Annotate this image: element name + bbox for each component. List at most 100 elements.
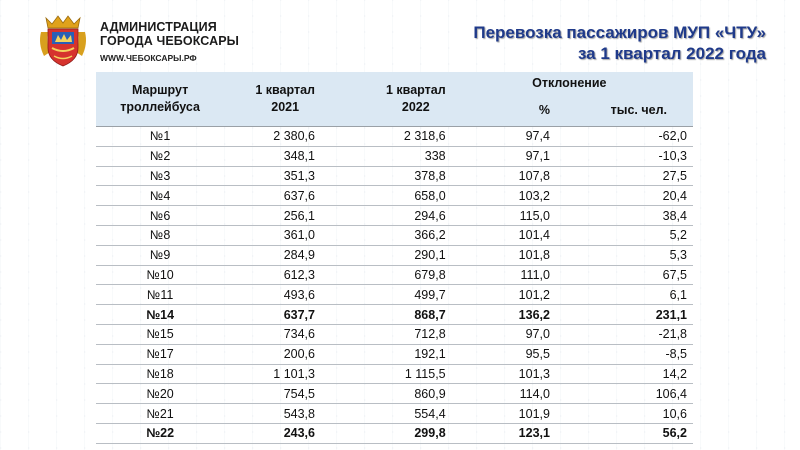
cell-q2022: 294,6: [314, 205, 446, 226]
cell-thousand: 231,1: [549, 304, 693, 325]
cell-percent: 97,4: [445, 126, 550, 147]
cell-percent: 107,8: [445, 166, 550, 187]
page-title-line2: за 1 квартал 2022 года: [577, 44, 766, 63]
cell-q2022: 366,2: [314, 225, 446, 246]
cell-route: №3: [96, 166, 225, 187]
cell-thousand: 5,3: [549, 245, 693, 266]
cell-percent: 123,1: [445, 423, 550, 444]
cell-q2022: 860,9: [314, 383, 446, 405]
column-header-q2022-line1: 1 квартал: [386, 83, 446, 97]
cell-q2022: 712,8: [314, 324, 446, 345]
table-row: №15 734,6 712,8 97,0 -21,8: [96, 324, 693, 345]
cell-route: №14: [96, 304, 225, 325]
column-header-thousand: тыс. чел.: [549, 94, 693, 127]
column-header-q2022: 1 квартал 2022: [314, 72, 446, 127]
cell-route: №4: [96, 185, 225, 207]
cell-thousand: -21,8: [549, 324, 693, 345]
cell-percent: 101,4: [445, 225, 550, 246]
table-row: №21 543,8 554,4 101,9 10,6: [96, 403, 693, 424]
cell-route: №18: [96, 364, 225, 385]
cell-q2022: 658,0: [314, 185, 446, 207]
cell-percent: 101,3: [445, 364, 550, 385]
cell-q2021: 200,6: [224, 344, 315, 365]
cell-route: №10: [96, 265, 225, 286]
table-row: №22 243,6 299,8 123,1 56,2: [96, 423, 693, 444]
cell-q2021: 1 101,3: [224, 364, 315, 385]
table-row: №17 200,6 192,1 95,5 -8,5: [96, 344, 693, 365]
table-row: №6 256,1 294,6 115,0 38,4: [96, 205, 693, 226]
cell-route: №1: [96, 126, 225, 147]
table-row: №10 612,3 679,8 111,0 67,5: [96, 265, 693, 286]
org-name-line2: ГОРОДА ЧЕБОКСАРЫ: [100, 34, 239, 48]
cell-route: №9: [96, 245, 225, 266]
cell-q2022: 2 318,6: [314, 126, 446, 147]
org-name-line1: АДМИНИСТРАЦИЯ: [100, 20, 217, 34]
column-header-route-line1: Маршрут: [131, 83, 189, 97]
table-row: №8 361,0 366,2 101,4 5,2: [96, 225, 693, 246]
cell-q2021: 637,6: [224, 185, 315, 207]
table-header: Маршрут троллейбуса 1 квартал 2021 1 ква…: [96, 72, 693, 127]
page-title: Перевозка пассажиров МУП «ЧТУ» за 1 квар…: [406, 22, 766, 64]
cell-route: №11: [96, 284, 225, 306]
cell-route: №15: [96, 324, 225, 345]
cell-percent: 101,2: [445, 284, 550, 306]
cell-q2021: 612,3: [224, 265, 315, 286]
cell-thousand: -10,3: [549, 146, 693, 167]
cell-route: №17: [96, 344, 225, 365]
cell-q2021: 243,6: [224, 423, 315, 444]
column-header-percent: %: [445, 94, 550, 127]
cell-route: №2: [96, 146, 225, 167]
cell-q2022: 299,8: [314, 423, 446, 444]
cell-thousand: 14,2: [549, 364, 693, 385]
cell-q2021: 493,6: [224, 284, 315, 306]
page-title-line1: Перевозка пассажиров МУП «ЧТУ»: [473, 23, 766, 42]
org-website[interactable]: WWW.ЧЕБОКСАРЫ.РФ: [100, 53, 197, 63]
cell-q2021: 754,5: [224, 383, 315, 405]
cell-route: №8: [96, 225, 225, 246]
cell-percent: 97,1: [445, 146, 550, 167]
column-header-q2021: 1 квартал 2021: [224, 72, 315, 127]
cell-q2021: 348,1: [224, 146, 315, 167]
cell-q2021: 361,0: [224, 225, 315, 246]
cell-q2022: 192,1: [314, 344, 446, 365]
cell-q2021: 256,1: [224, 205, 315, 226]
cell-percent: 95,5: [445, 344, 550, 365]
table-row: №9 284,9 290,1 101,8 5,3: [96, 245, 693, 266]
cell-percent: 101,8: [445, 245, 550, 266]
table-body: №1 2 380,6 2 318,6 97,4 -62,0 №2 348,1 338 97,1-…: [96, 126, 693, 444]
table-row: №11 493,6 499,7 101,2 6,1: [96, 284, 693, 306]
column-header-deviation: Отклонение: [445, 72, 693, 94]
cell-thousand: 67,5: [549, 265, 693, 286]
cell-q2021: 543,8: [224, 403, 315, 424]
table-row: №20 754,5 860,9 114,0 106,4: [96, 383, 693, 405]
cell-percent: 136,2: [445, 304, 550, 325]
table-row: №18 1 101,3 1 115,5 101,3 14,2: [96, 364, 693, 385]
column-header-q2022-line2: 2022: [401, 100, 430, 114]
column-header-route-line2: троллейбуса: [120, 100, 200, 114]
cell-q2022: 338: [314, 146, 446, 167]
cell-q2022: 679,8: [314, 265, 446, 286]
column-header-route: Маршрут троллейбуса: [96, 72, 225, 127]
table-row: №3 351,3 378,8 107,8 27,5: [96, 166, 693, 187]
cell-q2022: 378,8: [314, 166, 446, 187]
cell-thousand: 5,2: [549, 225, 693, 246]
cell-route: №20: [96, 383, 225, 405]
cell-thousand: 6,1: [549, 284, 693, 306]
cell-thousand: -62,0: [549, 126, 693, 147]
table-row: №2 348,1 338 97,1 -10,3: [96, 146, 693, 167]
cell-q2022: 499,7: [314, 284, 446, 306]
cell-q2022: 868,7: [314, 304, 446, 325]
cell-thousand: 10,6: [549, 403, 693, 424]
cell-q2021: 351,3: [224, 166, 315, 187]
table-row: №4 637,6 658,0 103,2 20,4: [96, 185, 693, 207]
table-row: №1 2 380,6 2 318,6 97,4 -62,0: [96, 126, 693, 147]
cell-route: №22: [96, 423, 225, 444]
cell-percent: 103,2: [445, 185, 550, 207]
cell-percent: 114,0: [445, 383, 550, 405]
cell-q2021: 2 380,6: [224, 126, 315, 147]
cell-thousand: 56,2: [549, 423, 693, 444]
cell-percent: 115,0: [445, 205, 550, 226]
passenger-table: Маршрут троллейбуса 1 квартал 2021 1 ква…: [96, 72, 693, 444]
city-coat-of-arms-icon: [40, 15, 86, 67]
cell-percent: 97,0: [445, 324, 550, 345]
